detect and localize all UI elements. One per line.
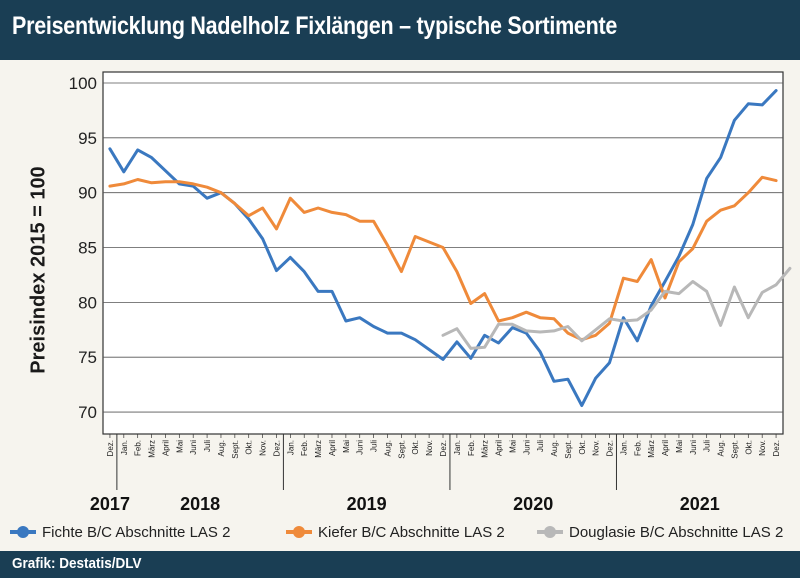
x-tick-label: Feb. <box>134 440 143 456</box>
x-tick-label: Juni <box>189 440 198 455</box>
legend-label-fichte: Fichte B/C Abschnitte LAS 2 <box>42 523 231 541</box>
x-tick-label: Feb. <box>300 440 309 456</box>
legend-item-fichte: Fichte B/C Abschnitte LAS 2 <box>10 520 230 544</box>
y-axis-ticks: 70 75 80 85 90 95 100 <box>69 74 97 422</box>
x-tick-label: Aug. <box>717 440 726 456</box>
year-label-2018: 2018 <box>180 494 220 514</box>
x-tick-label: Jan. <box>619 440 628 455</box>
x-tick-label: Juni <box>522 440 531 455</box>
x-tick-label: Juli <box>370 440 379 452</box>
chart-legend: Fichte B/C Abschnitte LAS 2 Kiefer B/C A… <box>0 520 800 544</box>
x-tick-label: Juli <box>703 440 712 452</box>
x-tick-label: Aug. <box>550 440 559 456</box>
x-tick-label: April <box>328 440 337 456</box>
legend-item-douglasie: Douglasie B/C Abschnitte LAS 2 <box>537 520 783 544</box>
x-tick-label: Sept. <box>730 440 739 459</box>
x-tick-label: Dez. <box>439 440 448 456</box>
x-tick-label: Okt. <box>411 440 420 455</box>
y-tick-label-90: 90 <box>78 184 97 203</box>
legend-label-kiefer: Kiefer B/C Abschnitte LAS 2 <box>318 523 505 541</box>
x-tick-label: Aug. <box>383 440 392 456</box>
x-tick-label: Okt. <box>578 440 587 455</box>
x-tick-label: Jan. <box>286 440 295 455</box>
x-tick-label: März <box>647 440 656 458</box>
x-tick-label: Dez. <box>272 440 281 456</box>
y-tick-label-80: 80 <box>78 293 97 312</box>
x-tick-label: Juli <box>203 440 212 452</box>
x-tick-label: Feb. <box>633 440 642 456</box>
year-label-2019: 2019 <box>347 494 387 514</box>
chart-plot-area <box>102 71 784 435</box>
series-line-1 <box>108 175 778 342</box>
x-axis-year-labels: 2017 2018 2019 2020 2021 <box>90 434 720 514</box>
legend-swatch-fichte <box>10 526 36 538</box>
x-tick-label: Dez. <box>106 440 115 456</box>
y-tick-label-95: 95 <box>78 129 97 148</box>
x-tick-label: Jan. <box>120 440 129 455</box>
x-tick-label: Feb. <box>467 440 476 456</box>
x-tick-label: Mai <box>175 440 184 453</box>
legend-swatch-douglasie <box>537 526 563 538</box>
x-tick-label: Dez. <box>606 440 615 456</box>
x-tick-label: Dez. <box>772 440 781 456</box>
y-tick-label-100: 100 <box>69 74 97 93</box>
x-tick-label: Sept. <box>564 440 573 459</box>
x-tick-label: Juni <box>689 440 698 455</box>
y-tick-label-75: 75 <box>78 348 97 367</box>
x-tick-label: April <box>661 440 670 456</box>
x-tick-label: März <box>148 440 157 458</box>
y-tick-label-85: 85 <box>78 239 97 258</box>
y-tick-label-70: 70 <box>78 403 97 422</box>
chart-title: Preisentwicklung Nadelholz Fixlängen – t… <box>12 12 618 40</box>
year-label-2017: 2017 <box>90 494 130 514</box>
x-tick-label: Mai <box>508 440 517 453</box>
legend-label-douglasie: Douglasie B/C Abschnitte LAS 2 <box>569 523 784 541</box>
x-tick-label: Nov. <box>758 440 767 456</box>
chart-series-lines <box>108 89 792 407</box>
series-line-2 <box>441 266 792 350</box>
x-tick-label: Sept. <box>231 440 240 459</box>
x-tick-label: April <box>161 440 170 456</box>
x-tick-label: Nov. <box>592 440 601 456</box>
plot-background <box>102 71 784 435</box>
x-tick-label: Jan. <box>453 440 462 455</box>
x-tick-label: Juni <box>356 440 365 455</box>
x-tick-label: März <box>314 440 323 458</box>
footer-bar: Grafik: Destatis/DLV <box>0 551 800 578</box>
x-tick-label: Okt. <box>245 440 254 455</box>
x-tick-label: Okt. <box>744 440 753 455</box>
x-tick-label: März <box>481 440 490 458</box>
year-label-2020: 2020 <box>513 494 553 514</box>
year-label-2021: 2021 <box>680 494 720 514</box>
x-tick-label: Mai <box>342 440 351 453</box>
x-tick-label: Sept. <box>397 440 406 459</box>
x-tick-label: Nov. <box>425 440 434 456</box>
x-tick-label: Mai <box>675 440 684 453</box>
source-credit: Grafik: Destatis/DLV <box>12 555 142 572</box>
x-tick-label: April <box>495 440 504 456</box>
x-tick-label: Aug. <box>217 440 226 456</box>
chart-header-bar: Preisentwicklung Nadelholz Fixlängen – t… <box>0 0 800 60</box>
x-tick-label: Nov. <box>259 440 268 456</box>
x-tick-label: Juli <box>536 440 545 452</box>
legend-swatch-kiefer <box>286 526 312 538</box>
x-axis-month-ticks: Dez. Jan. Feb. März April Mai Juni Juli Aug. Sept… <box>103 433 783 459</box>
legend-item-kiefer: Kiefer B/C Abschnitte LAS 2 <box>286 520 505 544</box>
